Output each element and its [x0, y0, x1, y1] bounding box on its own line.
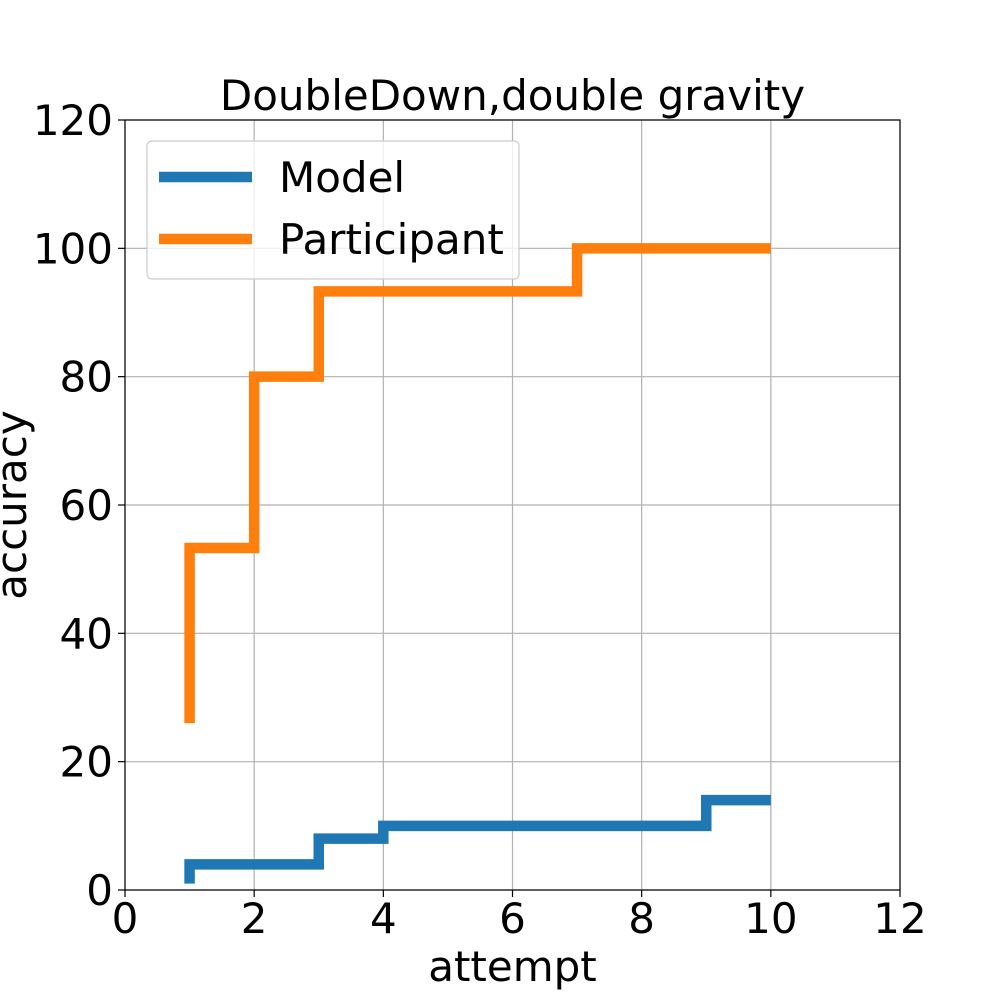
y-tick-label: 60: [60, 481, 113, 530]
chart-title: DoubleDown,double gravity: [220, 71, 805, 120]
x-tick-label: 8: [628, 894, 655, 943]
x-tick-label: 2: [241, 894, 268, 943]
x-tick-label: 6: [499, 894, 526, 943]
y-tick-label: 40: [60, 609, 113, 658]
series-line-participant: [184, 243, 771, 724]
y-tick-label: 120: [33, 96, 113, 145]
x-tick-label: 0: [112, 894, 139, 943]
x-axis-label: attempt: [428, 942, 597, 991]
y-tick-label: 20: [60, 738, 113, 787]
y-tick-label: 80: [60, 353, 113, 402]
y-tick-label: 0: [86, 866, 113, 915]
legend: Model Participant: [146, 140, 520, 280]
series-line-model: [184, 794, 771, 884]
legend-label-model: Model: [279, 153, 405, 202]
series-layer: [184, 243, 771, 884]
x-tick-label: 4: [370, 894, 397, 943]
legend-label-participant: Participant: [279, 215, 504, 264]
x-tick-label: 12: [873, 894, 926, 943]
y-axis-label: accuracy: [0, 410, 36, 600]
x-tick-label: 10: [744, 894, 797, 943]
y-tick-label: 100: [33, 224, 113, 273]
